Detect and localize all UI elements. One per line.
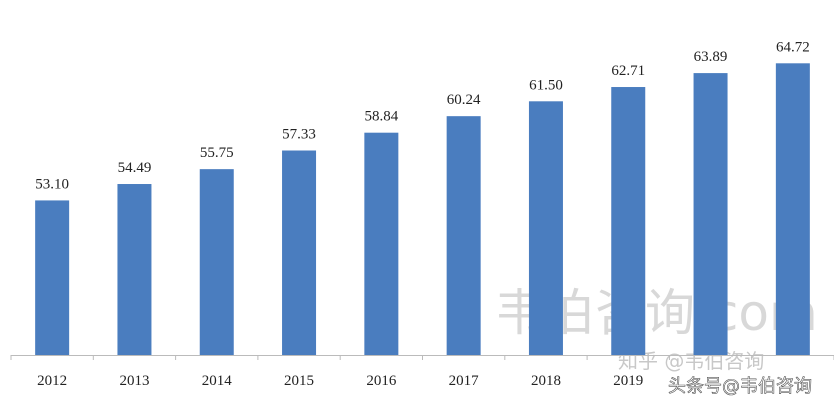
bar [35, 200, 70, 355]
bar [117, 184, 152, 355]
data-label: 54.49 [118, 160, 152, 176]
data-label: 58.84 [364, 109, 398, 125]
data-label: 62.71 [611, 63, 645, 79]
watermark: 头条号@韦伯咨询 [668, 376, 812, 397]
bar [282, 150, 317, 355]
x-tick-label: 2019 [613, 373, 643, 389]
x-tick-label: 2013 [119, 373, 149, 389]
x-tick-label: 2012 [37, 373, 67, 389]
data-label: 55.75 [200, 145, 234, 161]
data-label: 63.89 [694, 49, 728, 65]
bar [693, 73, 728, 356]
data-label: 60.24 [447, 92, 481, 108]
bar [528, 101, 563, 355]
bar [446, 116, 481, 355]
x-tick-label: 2014 [202, 373, 233, 389]
bar [364, 132, 399, 355]
x-tick-label: 2018 [531, 373, 561, 389]
x-tick-label: 2017 [449, 373, 480, 389]
data-label: 64.72 [776, 39, 810, 55]
bar [611, 87, 646, 355]
data-label: 57.33 [282, 127, 316, 143]
bar [775, 63, 810, 355]
data-label: 61.50 [529, 77, 563, 93]
x-tick-label: 2016 [366, 373, 397, 389]
data-label: 53.10 [35, 176, 69, 192]
x-tick-label: 2015 [284, 373, 314, 389]
bar [199, 169, 234, 355]
